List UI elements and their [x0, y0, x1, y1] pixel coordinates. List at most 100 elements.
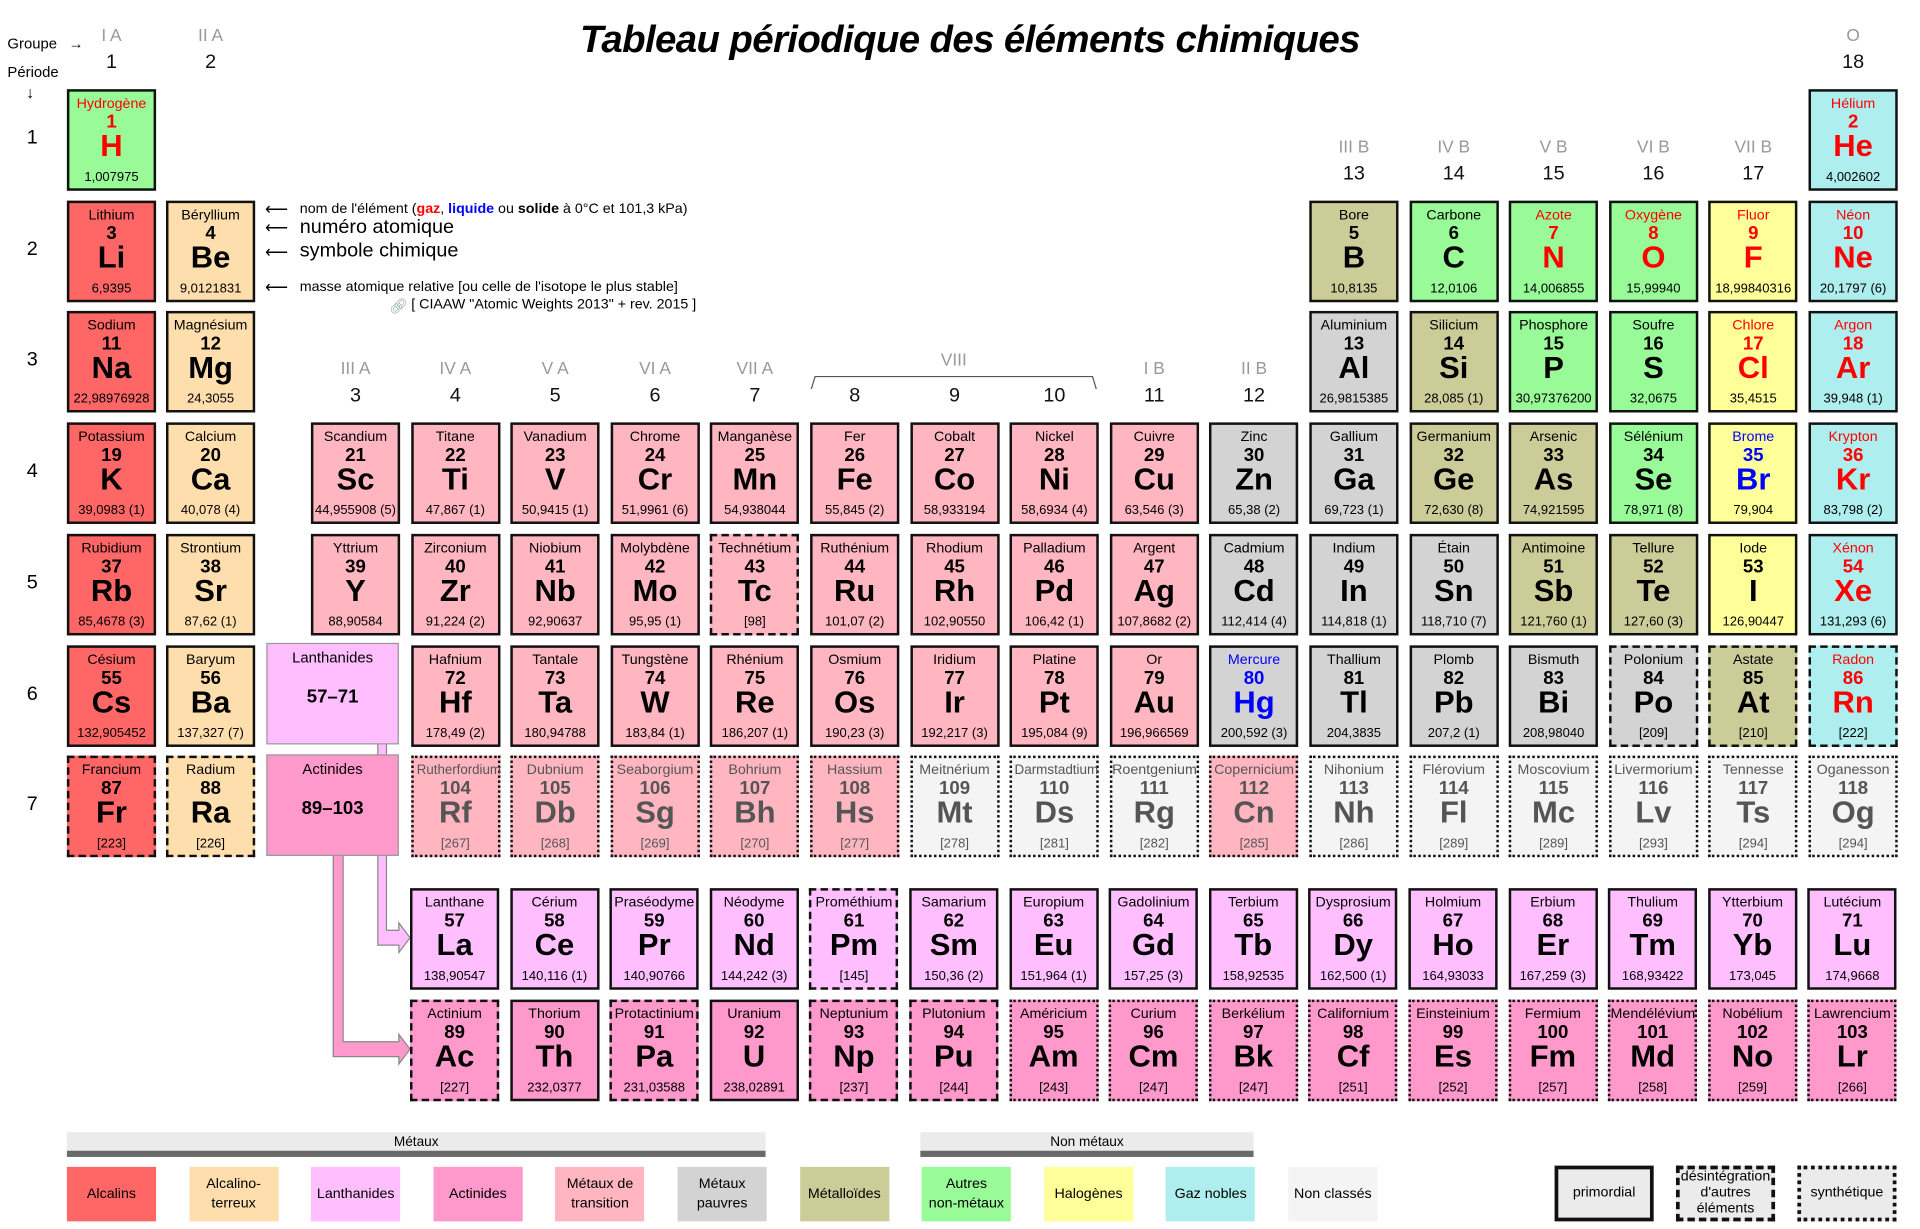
element-cell-lu[interactable]: Lutécium 71 Lu 174,9668 [1807, 888, 1897, 990]
element-cell-dy[interactable]: Dysprosium 66 Dy 162,500 (1) [1308, 888, 1398, 990]
element-cell-sn[interactable]: Étain 50 Sn 118,710 (7) [1409, 533, 1499, 636]
element-cell-po[interactable]: Polonium 84 Po [209] [1608, 644, 1699, 747]
element-cell-fe[interactable]: Fer 26 Fe 55,845 (2) [810, 422, 900, 525]
element-cell-tc[interactable]: Technétium 43 Tc [98] [710, 533, 800, 636]
element-cell-mg[interactable]: Magnésium 12 Mg 24,3055 [165, 311, 256, 413]
element-cell-si[interactable]: Silicium 14 Si 28,085 (1) [1409, 311, 1499, 413]
element-cell-la[interactable]: Lanthane 57 La 138,90547 [410, 888, 500, 990]
element-cell-ge[interactable]: Germanium 32 Ge 72,630 (8) [1409, 422, 1499, 525]
element-cell-lv[interactable]: Livermorium 116 Lv [293] [1608, 755, 1699, 858]
element-cell-cu[interactable]: Cuivre 29 Cu 63,546 (3) [1109, 422, 1199, 525]
element-cell-hg[interactable]: Mercure 80 Hg 200,592 (3) [1209, 644, 1299, 747]
element-cell-zr[interactable]: Zirconium 40 Zr 91,224 (2) [410, 533, 500, 636]
element-cell-sg[interactable]: Seaborgium 106 Sg [269] [610, 755, 700, 858]
element-cell-rn[interactable]: Radon 86 Rn [222] [1808, 644, 1898, 747]
element-cell-ru[interactable]: Ruthénium 44 Ru 101,07 (2) [810, 533, 900, 636]
element-cell-tm[interactable]: Thulium 69 Tm 168,93422 [1608, 888, 1698, 990]
element-cell-s[interactable]: Soufre 16 S 32,0675 [1608, 311, 1699, 413]
element-cell-sr[interactable]: Strontium 38 Sr 87,62 (1) [165, 533, 256, 636]
element-cell-ra[interactable]: Radium 88 Ra [226] [165, 755, 256, 858]
lanthanides-placeholder[interactable]: Lanthanides 57–71 [266, 642, 399, 745]
element-cell-te[interactable]: Tellure 52 Te 127,60 (3) [1608, 533, 1699, 636]
element-cell-li[interactable]: Lithium 3 Li 6,9395 [66, 200, 157, 302]
element-cell-nh[interactable]: Nihonium 113 Nh [286] [1309, 755, 1399, 858]
element-cell-ca[interactable]: Calcium 20 Ca 40,078 (4) [165, 422, 256, 525]
element-cell-k[interactable]: Potassium 19 K 39,0983 (1) [66, 422, 157, 525]
element-cell-rg[interactable]: Roentgenium 111 Rg [282] [1109, 755, 1199, 858]
element-cell-kr[interactable]: Krypton 36 Kr 83,798 (2) [1808, 422, 1898, 525]
element-cell-as[interactable]: Arsenic 33 As 74,921595 [1508, 422, 1599, 525]
element-cell-no[interactable]: Nobélium 102 No [259] [1707, 999, 1798, 1102]
link-icon[interactable]: 🔗︎ [388, 297, 408, 315]
element-cell-u[interactable]: Uranium 92 U 238,02891 [709, 999, 799, 1102]
element-cell-es[interactable]: Einsteinium 99 Es [252] [1408, 999, 1498, 1102]
element-cell-hs[interactable]: Hassium 108 Hs [277] [810, 755, 900, 858]
element-cell-tb[interactable]: Terbium 65 Tb 158,92535 [1208, 888, 1298, 990]
element-cell-rf[interactable]: Rutherfordium 104 Rf [267] [410, 755, 500, 858]
element-cell-ts[interactable]: Tennesse 117 Ts [294] [1708, 755, 1798, 858]
element-cell-n[interactable]: Azote 7 N 14,006855 [1508, 200, 1599, 302]
element-cell-ba[interactable]: Baryum 56 Ba 137,327 (7) [165, 644, 256, 747]
element-cell-fr[interactable]: Francium 87 Fr [223] [66, 755, 157, 858]
element-cell-md[interactable]: Mendélévium 101 Md [258] [1608, 999, 1698, 1102]
actinides-placeholder[interactable]: Actinides 89–103 [266, 754, 399, 856]
element-cell-he[interactable]: Hélium 2 He 4,002602 [1808, 89, 1898, 191]
element-cell-ne[interactable]: Néon 10 Ne 20,1797 (6) [1808, 200, 1898, 302]
element-cell-ds[interactable]: Darmstadtium 110 Ds [281] [1009, 755, 1099, 858]
element-cell-cm[interactable]: Curium 96 Cm [247] [1108, 999, 1199, 1102]
element-cell-lr[interactable]: Lawrencium 103 Lr [266] [1807, 999, 1897, 1102]
element-cell-yb[interactable]: Ytterbium 70 Yb 173,045 [1707, 888, 1798, 990]
element-cell-mt[interactable]: Meitnérium 109 Mt [278] [909, 755, 1000, 858]
element-cell-zn[interactable]: Zinc 30 Zn 65,38 (2) [1209, 422, 1299, 525]
element-cell-i[interactable]: Iode 53 I 126,90447 [1708, 533, 1798, 636]
element-cell-se[interactable]: Sélénium 34 Se 78,971 (8) [1608, 422, 1699, 525]
element-cell-cr[interactable]: Chrome 24 Cr 51,9961 (6) [610, 422, 700, 525]
element-cell-pr[interactable]: Praséodyme 59 Pr 140,90766 [609, 888, 699, 990]
element-cell-eu[interactable]: Europium 63 Eu 151,964 (1) [1009, 888, 1099, 990]
element-cell-cl[interactable]: Chlore 17 Cl 35,4515 [1708, 311, 1798, 413]
element-cell-h[interactable]: Hydrogène 1 H 1,007975 [66, 89, 157, 191]
element-cell-ta[interactable]: Tantale 73 Ta 180,94788 [510, 644, 600, 747]
element-cell-cf[interactable]: Californium 98 Cf [251] [1308, 999, 1398, 1102]
element-cell-ar[interactable]: Argon 18 Ar 39,948 (1) [1808, 311, 1898, 413]
element-cell-f[interactable]: Fluor 9 F 18,99840316 [1708, 200, 1798, 302]
element-cell-tl[interactable]: Thallium 81 Tl 204,3835 [1309, 644, 1399, 747]
element-cell-bi[interactable]: Bismuth 83 Bi 208,98040 [1508, 644, 1599, 747]
element-cell-nb[interactable]: Niobium 41 Nb 92,90637 [510, 533, 600, 636]
element-cell-sc[interactable]: Scandium 21 Sc 44,955908 (5) [310, 422, 401, 525]
element-cell-xe[interactable]: Xénon 54 Xe 131,293 (6) [1808, 533, 1898, 636]
element-cell-ir[interactable]: Iridium 77 Ir 192,217 (3) [909, 644, 1000, 747]
element-cell-am[interactable]: Américium 95 Am [243] [1009, 999, 1099, 1102]
element-cell-in[interactable]: Indium 49 In 114,818 (1) [1309, 533, 1399, 636]
element-cell-b[interactable]: Bore 5 B 10,8135 [1309, 200, 1399, 302]
element-cell-pu[interactable]: Plutonium 94 Pu [244] [909, 999, 999, 1102]
element-cell-c[interactable]: Carbone 6 C 12,0106 [1409, 200, 1499, 302]
element-cell-fm[interactable]: Fermium 100 Fm [257] [1508, 999, 1598, 1102]
element-cell-nd[interactable]: Néodyme 60 Nd 144,242 (3) [709, 888, 799, 990]
element-cell-ce[interactable]: Cérium 58 Ce 140,116 (1) [509, 888, 600, 990]
element-cell-hf[interactable]: Hafnium 72 Hf 178,49 (2) [410, 644, 500, 747]
element-cell-co[interactable]: Cobalt 27 Co 58,933194 [909, 422, 1000, 525]
element-cell-y[interactable]: Yttrium 39 Y 88,90584 [310, 533, 401, 636]
key-source[interactable]: [ CIAAW "Atomic Weights 2013" + rev. 201… [411, 297, 697, 313]
element-cell-mc[interactable]: Moscovium 115 Mc [289] [1508, 755, 1599, 858]
element-cell-fl[interactable]: Flérovium 114 Fl [289] [1409, 755, 1499, 858]
element-cell-bk[interactable]: Berkélium 97 Bk [247] [1208, 999, 1298, 1102]
element-cell-na[interactable]: Sodium 11 Na 22,98976928 [66, 311, 157, 413]
element-cell-ni[interactable]: Nickel 28 Ni 58,6934 (4) [1009, 422, 1099, 525]
element-cell-np[interactable]: Neptunium 93 Np [237] [809, 999, 899, 1102]
element-cell-sm[interactable]: Samarium 62 Sm 150,36 (2) [909, 888, 999, 990]
element-cell-bh[interactable]: Bohrium 107 Bh [270] [710, 755, 800, 858]
element-cell-pb[interactable]: Plomb 82 Pb 207,2 (1) [1409, 644, 1499, 747]
element-cell-ac[interactable]: Actinium 89 Ac [227] [410, 999, 500, 1102]
element-cell-v[interactable]: Vanadium 23 V 50,9415 (1) [510, 422, 600, 525]
element-cell-rb[interactable]: Rubidium 37 Rb 85,4678 (3) [66, 533, 157, 636]
element-cell-be[interactable]: Béryllium 4 Be 9,0121831 [165, 200, 256, 302]
element-cell-ho[interactable]: Holmium 67 Ho 164,93033 [1408, 888, 1498, 990]
element-cell-rh[interactable]: Rhodium 45 Rh 102,90550 [909, 533, 1000, 636]
element-cell-pa[interactable]: Protactinium 91 Pa 231,03588 [609, 999, 699, 1102]
element-cell-th[interactable]: Thorium 90 Th 232,0377 [509, 999, 600, 1102]
element-cell-og[interactable]: Oganesson 118 Og [294] [1808, 755, 1898, 858]
element-cell-mn[interactable]: Manganèse 25 Mn 54,938044 [710, 422, 800, 525]
element-cell-gd[interactable]: Gadolinium 64 Gd 157,25 (3) [1108, 888, 1199, 990]
